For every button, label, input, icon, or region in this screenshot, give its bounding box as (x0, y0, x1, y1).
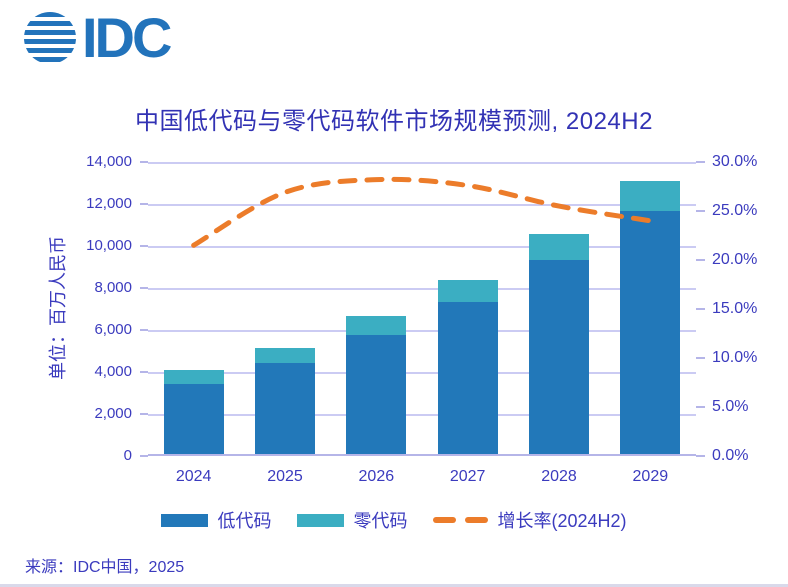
growth-rate-path (191, 176, 653, 248)
legend-dash-icon (433, 517, 489, 523)
bar-segment-lowcode (437, 301, 498, 454)
bar-segment-lowcode (346, 335, 407, 454)
right-axis-tick-label: 20.0% (712, 251, 758, 268)
left-axis-tick-label: 0 (123, 447, 132, 464)
source-note: 来源：IDC中国，2025 (25, 559, 185, 576)
legend: 低代码 零代码 增长率(2024H2) (0, 507, 788, 533)
right-axis-tick (696, 308, 705, 310)
left-axis-tick (140, 203, 148, 205)
bar-segment-zerocode (163, 370, 224, 384)
right-axis-tick (696, 259, 705, 261)
bar-segment-lowcode (163, 383, 224, 454)
right-axis-tick (696, 357, 705, 359)
x-axis-label: 2029 (632, 468, 669, 485)
bar-segment-zerocode (255, 347, 315, 363)
left-axis-tick (140, 371, 148, 373)
gridline (148, 204, 696, 206)
left-axis-tick (140, 329, 148, 331)
right-axis-tick-label: 30.0% (712, 153, 758, 170)
left-axis-tick-label: 10,000 (86, 237, 132, 254)
idc-logo-text: IDC (82, 6, 172, 69)
x-axis-label: 2025 (267, 468, 303, 485)
right-axis-tick (696, 455, 705, 457)
left-axis-tick-label: 8,000 (94, 279, 132, 296)
gridline (148, 372, 696, 374)
bar-segment-zerocode (620, 181, 681, 212)
legend-label-growthrate: 增长率(2024H2) (497, 511, 627, 531)
legend-swatch-zerocode (297, 513, 345, 527)
left-axis-tick-label: 12,000 (86, 195, 132, 212)
left-axis-tick (140, 413, 148, 415)
bar-segment-zerocode (529, 233, 589, 260)
y-axis-title: 单位：百万人民币 (48, 236, 68, 380)
gridline (148, 288, 696, 290)
legend-item-lowcode: 低代码 (161, 507, 271, 533)
idc-globe-icon (24, 12, 76, 64)
right-axis-tick-label: 10.0% (712, 349, 758, 366)
right-axis-tick (696, 406, 705, 408)
gridline (148, 162, 696, 164)
left-axis-tick (140, 287, 148, 289)
x-axis-label: 2028 (541, 468, 577, 485)
bar-segment-zerocode (346, 316, 407, 336)
right-axis-tick-label: 0.0% (712, 447, 749, 464)
bar-segment-zerocode (437, 279, 498, 302)
legend-swatch-lowcode (161, 513, 209, 527)
legend-label-lowcode: 低代码 (217, 511, 272, 531)
left-axis-tick-label: 2,000 (94, 405, 132, 422)
growth-rate-line (191, 176, 653, 248)
gridline (148, 246, 696, 248)
chart-title: 中国低代码与零代码软件市场规模预测, 2024H2 (135, 108, 653, 135)
x-axis-label: 2027 (449, 468, 486, 485)
idc-logo: IDC (24, 6, 172, 69)
legend-label-zerocode: 零代码 (353, 511, 408, 531)
left-axis-tick-label: 4,000 (94, 363, 132, 380)
left-axis-tick (140, 455, 148, 457)
gridline (148, 330, 696, 332)
legend-item-growthrate: 增长率(2024H2) (433, 507, 627, 533)
right-axis-tick-label: 15.0% (712, 300, 758, 317)
bar-segment-lowcode (620, 211, 681, 454)
right-axis-tick (696, 210, 705, 212)
left-axis-tick-label: 6,000 (94, 321, 132, 338)
right-axis-tick-label: 5.0% (712, 398, 749, 415)
plot-area (148, 162, 696, 456)
right-axis-tick (696, 161, 705, 163)
bar-segment-lowcode (529, 259, 589, 454)
gridline (148, 414, 696, 416)
x-axis-label: 2026 (358, 468, 395, 485)
left-axis-tick-label: 14,000 (86, 153, 132, 170)
legend-item-zerocode: 零代码 (297, 507, 407, 533)
left-axis-tick (140, 161, 148, 163)
x-axis-label: 2024 (175, 468, 212, 485)
bar-segment-lowcode (255, 362, 315, 454)
left-axis-tick (140, 245, 148, 247)
right-axis-tick-label: 25.0% (712, 202, 758, 219)
